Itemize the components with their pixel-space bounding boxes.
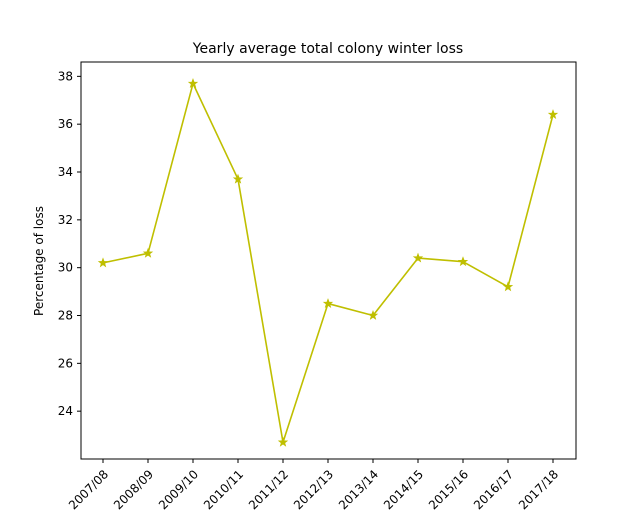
x-axis: 2007/082008/092009/102010/112011/122012/…	[66, 459, 561, 512]
y-tick-label: 34	[58, 165, 73, 179]
x-tick-label: 2013/14	[336, 467, 381, 512]
y-tick-label: 30	[58, 261, 73, 275]
y-tick-label: 38	[58, 69, 73, 83]
y-tick-label: 32	[58, 213, 73, 227]
y-tick-label: 24	[58, 404, 73, 418]
x-tick-label: 2010/11	[201, 467, 246, 512]
chart-title: Yearly average total colony winter loss	[192, 41, 463, 57]
x-tick-label: 2017/18	[516, 467, 561, 512]
y-tick-label: 28	[58, 309, 73, 323]
series-layer	[99, 79, 558, 446]
y-axis: 24 26 28 30 32 34 36 38	[58, 69, 81, 418]
x-tick-label: 2016/17	[471, 467, 516, 512]
x-tick-label: 2008/09	[111, 467, 156, 512]
y-tick-label: 26	[58, 356, 73, 370]
data-point-star	[144, 249, 153, 257]
plot-area	[81, 62, 576, 459]
x-tick-label: 2014/15	[381, 467, 426, 512]
plot-frame	[81, 62, 576, 459]
data-point-star	[99, 258, 108, 266]
x-tick-label: 2011/12	[246, 467, 291, 512]
y-axis-label: Percentage of loss	[32, 206, 46, 316]
data-point-star	[414, 254, 423, 262]
data-point-star	[279, 438, 288, 446]
x-tick-label: 2015/16	[426, 467, 471, 512]
x-tick-label: 2009/10	[156, 467, 201, 512]
x-tick-label: 2012/13	[291, 467, 336, 512]
series-line	[103, 84, 553, 443]
data-point-star	[504, 282, 513, 290]
x-tick-label: 2007/08	[66, 467, 111, 512]
y-tick-label: 36	[58, 117, 73, 131]
